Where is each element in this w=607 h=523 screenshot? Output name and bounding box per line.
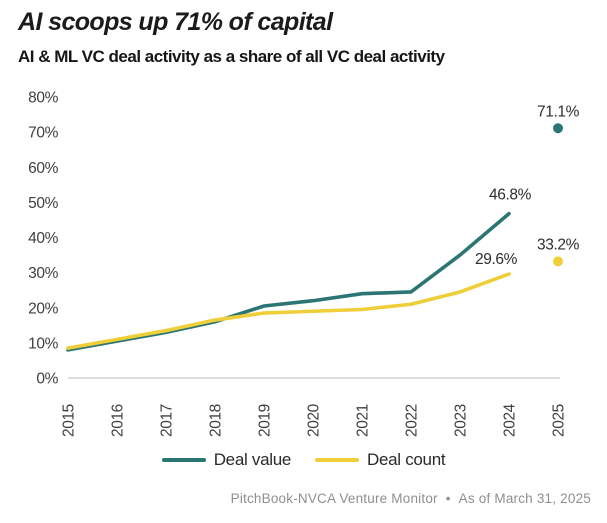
x-tick-label: 2023 xyxy=(453,404,470,437)
legend-label-deal-count: Deal count xyxy=(367,450,446,469)
y-tick-label: 80% xyxy=(28,90,58,107)
deal-count-line-swatch xyxy=(315,458,360,462)
x-tick-label: 2021 xyxy=(355,404,372,437)
deal_count-2024-label: 29.6% xyxy=(475,251,518,268)
x-tick-label: 2025 xyxy=(551,404,568,437)
x-tick-label: 2020 xyxy=(306,403,323,437)
x-tick-label: 2019 xyxy=(257,404,274,437)
footer-bullet-icon: • xyxy=(445,491,451,506)
deal_count-line xyxy=(66,272,511,350)
deal_value-2025-dot xyxy=(553,123,563,134)
legend-item-deal-value: Deal value xyxy=(161,450,292,470)
y-tick-label: 50% xyxy=(28,195,58,212)
deal_value-2024-label: 46.8% xyxy=(489,187,532,204)
chart-subtitle: AI & ML VC deal activity as a share of a… xyxy=(18,47,445,66)
chart-title: AI scoops up 71% of capital xyxy=(18,8,333,36)
x-tick-label: 2022 xyxy=(404,404,421,437)
legend-label-deal-value: Deal value xyxy=(213,450,292,469)
deal_value-2025-label: 71.1% xyxy=(537,103,580,120)
footer-as-of-date: As of March 31, 2025 xyxy=(458,491,591,506)
deal_count-2025-label: 33.2% xyxy=(537,236,580,253)
deal_value-line xyxy=(66,211,511,352)
x-tick-label: 2018 xyxy=(208,404,225,437)
x-tick-label: 2024 xyxy=(502,403,519,437)
deal_count-2025-dot xyxy=(553,256,563,267)
y-tick-label: 70% xyxy=(28,125,58,142)
source-footer: PitchBook-NVCA Venture Monitor • As of M… xyxy=(231,491,591,506)
y-tick-label: 0% xyxy=(36,371,58,388)
legend-item-deal-count: Deal count xyxy=(315,450,446,470)
y-tick-label: 20% xyxy=(28,300,58,317)
deal-value-line-swatch xyxy=(161,458,206,462)
y-tick-label: 30% xyxy=(28,265,58,282)
y-tick-label: 10% xyxy=(28,335,58,352)
y-tick-label: 60% xyxy=(28,160,58,177)
legend: Deal value Deal count xyxy=(0,450,607,470)
footer-source: PitchBook-NVCA Venture Monitor xyxy=(230,491,438,506)
x-tick-label: 2015 xyxy=(61,404,78,437)
x-tick-label: 2016 xyxy=(110,404,127,437)
x-tick-label: 2017 xyxy=(159,404,176,437)
y-tick-label: 40% xyxy=(28,230,58,247)
